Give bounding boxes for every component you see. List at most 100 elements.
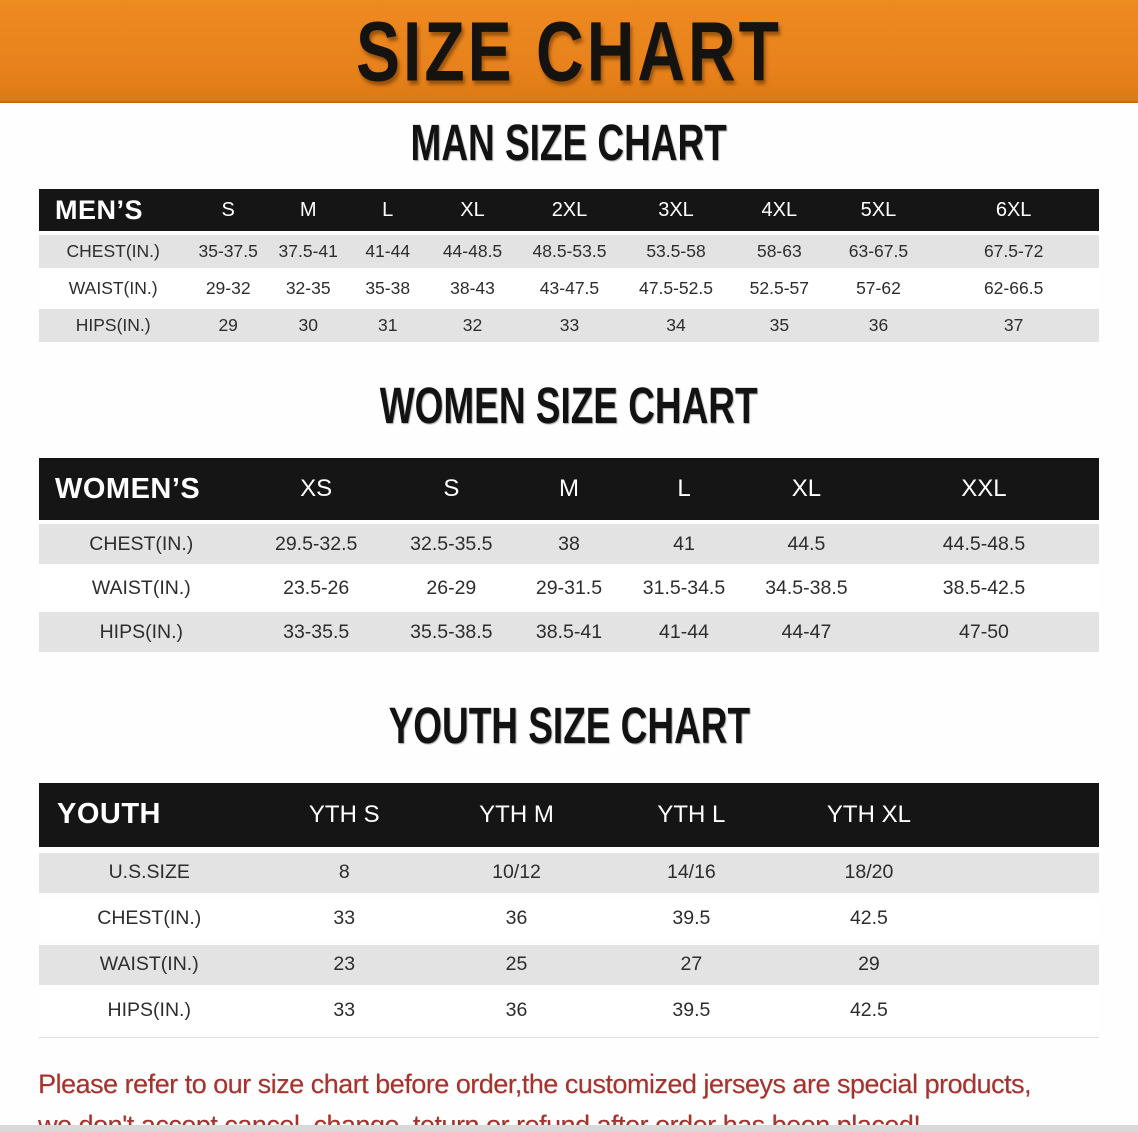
filler-header-cell (959, 782, 1099, 847)
table-row: HIPS(IN.) 29 30 31 32 33 34 35 36 37 (39, 309, 1099, 343)
section-women: WOMEN SIZE CHART WOMEN’S XS S M L XL XXL CHEST(… (0, 346, 1138, 656)
size-column-header: XXL (868, 458, 1099, 521)
size-column-header: S (388, 458, 514, 521)
size-value-cell: 33 (259, 898, 430, 939)
measurement-row-label: CHEST(IN.) (39, 524, 244, 565)
measurement-row-label: HIPS(IN.) (39, 990, 260, 1031)
size-value-cell: 34.5-38.5 (743, 568, 869, 609)
measurement-row-label: WAIST(IN.) (39, 944, 260, 985)
size-value-cell: 38.5-42.5 (868, 568, 1099, 609)
size-value-cell: 8 (259, 852, 430, 893)
size-value-cell: 27 (603, 944, 779, 985)
table-row: HIPS(IN.) 33 36 39.5 42.5 (39, 990, 1099, 1031)
size-column-header: 6XL (928, 189, 1099, 232)
table-row: WAIST(IN.) 29-32 32-35 35-38 38-43 43-47.5 47.… (39, 272, 1099, 306)
size-value-cell: 39.5 (603, 898, 779, 939)
size-value-cell: 36 (828, 309, 929, 343)
banner: SIZE CHART (0, 0, 1138, 103)
size-value-cell: 58-63 (730, 235, 829, 269)
page-title: SIZE CHART (356, 3, 782, 98)
table-row: CHEST(IN.) 33 36 39.5 42.5 (39, 898, 1099, 939)
size-value-cell: 36 (429, 990, 604, 1031)
size-value-cell: 53.5-58 (621, 235, 731, 269)
measurement-row-label: HIPS(IN.) (39, 309, 188, 343)
size-column-header: S (187, 189, 269, 232)
size-value-cell: 57-62 (828, 272, 929, 306)
size-value-cell: 38 (513, 524, 625, 565)
men-section-heading: MAN SIZE CHART (0, 103, 1138, 185)
size-value-cell: 35-37.5 (187, 235, 269, 269)
size-value-cell: 29-32 (187, 272, 269, 306)
size-value-cell: 37 (928, 309, 1099, 343)
youth-section-heading: YOUTH SIZE CHART (0, 656, 1138, 776)
measurement-row-label: CHEST(IN.) (39, 898, 260, 939)
measurement-row-label: WAIST(IN.) (39, 272, 188, 306)
size-value-cell: 14/16 (603, 852, 779, 893)
size-value-cell: 63-67.5 (828, 235, 929, 269)
measurement-row-label: U.S.SIZE (39, 852, 260, 893)
size-value-cell: 29 (778, 944, 960, 985)
size-column-header: XL (427, 189, 518, 232)
size-value-cell: 25 (429, 944, 604, 985)
size-column-header: XS (243, 458, 389, 521)
size-value-cell: 18/20 (778, 852, 960, 893)
size-value-cell: 10/12 (429, 852, 604, 893)
men-table-label: MEN’S (39, 189, 188, 232)
filler-cell (959, 944, 1099, 985)
disclaimer-line-1: Please refer to our size chart before or… (38, 1068, 1032, 1099)
size-value-cell: 44.5-48.5 (868, 524, 1099, 565)
size-value-cell: 36 (429, 898, 604, 939)
size-value-cell: 44-48.5 (427, 235, 518, 269)
size-value-cell: 23.5-26 (243, 568, 389, 609)
size-value-cell: 29-31.5 (513, 568, 625, 609)
size-value-cell: 23 (259, 944, 430, 985)
size-value-cell: 37.5-41 (269, 235, 348, 269)
table-row: U.S.SIZE 8 10/12 14/16 18/20 (39, 852, 1099, 893)
size-column-header: XL (743, 458, 869, 521)
men-size-table: MEN’S S M L XL 2XL 3XL 4XL 5XL 6XL CHEST(IN.) 35-37… (39, 185, 1099, 346)
size-value-cell: 41-44 (347, 235, 428, 269)
size-value-cell: 35 (730, 309, 829, 343)
size-value-cell: 31.5-34.5 (624, 568, 744, 609)
size-column-header: M (513, 458, 625, 521)
size-value-cell: 30 (269, 309, 348, 343)
men-section-heading-text: MAN SIZE CHART (410, 113, 728, 171)
size-value-cell: 32 (427, 309, 518, 343)
size-value-cell: 33-35.5 (243, 612, 389, 653)
size-value-cell: 32-35 (269, 272, 348, 306)
size-value-cell: 43-47.5 (517, 272, 622, 306)
size-value-cell: 35.5-38.5 (388, 612, 514, 653)
size-column-header: L (347, 189, 428, 232)
size-column-header: L (624, 458, 744, 521)
size-value-cell: 31 (347, 309, 428, 343)
size-value-cell: 44-47 (743, 612, 869, 653)
size-value-cell: 34 (621, 309, 731, 343)
size-value-cell: 42.5 (778, 990, 960, 1031)
size-column-header: M (269, 189, 348, 232)
filler-cell (959, 990, 1099, 1031)
women-section-heading: WOMEN SIZE CHART (0, 346, 1138, 454)
measurement-row-label: CHEST(IN.) (39, 235, 188, 269)
size-column-header: YTH L (603, 782, 779, 847)
measurement-row-label: WAIST(IN.) (39, 568, 244, 609)
size-value-cell: 38-43 (427, 272, 518, 306)
section-men: MAN SIZE CHART MEN’S S M L XL 2XL 3XL 4XL 5XL 6XL… (0, 103, 1138, 346)
size-column-header: 4XL (730, 189, 829, 232)
size-column-header: YTH XL (778, 782, 960, 847)
size-value-cell: 26-29 (388, 568, 514, 609)
disclaimer: Please refer to our size chart before or… (38, 1064, 1138, 1132)
filler-cell (959, 852, 1099, 893)
size-column-header: 3XL (621, 189, 731, 232)
size-value-cell: 67.5-72 (928, 235, 1099, 269)
youth-table-label: YOUTH (39, 782, 260, 847)
size-column-header: 2XL (517, 189, 622, 232)
size-value-cell: 41 (624, 524, 744, 565)
size-column-header: YTH S (259, 782, 430, 847)
table-row: HIPS(IN.) 33-35.5 35.5-38.5 38.5-41 41-44 44-… (39, 612, 1099, 653)
section-youth: YOUTH SIZE CHART YOUTH YTH S YTH M YTH L YTH… (0, 656, 1138, 1038)
size-value-cell: 52.5-57 (730, 272, 829, 306)
size-value-cell: 38.5-41 (513, 612, 625, 653)
size-value-cell: 32.5-35.5 (388, 524, 514, 565)
size-value-cell: 62-66.5 (928, 272, 1099, 306)
